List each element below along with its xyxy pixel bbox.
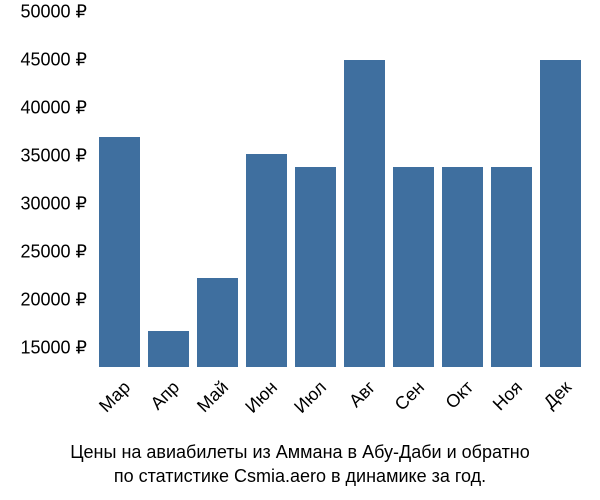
x-tick-label: Июн (241, 377, 282, 418)
y-tick-label: 20000 ₽ (20, 289, 95, 310)
bar (540, 60, 580, 367)
price-chart: 15000 ₽ 20000 ₽ 25000 ₽ 30000 ₽ 35000 ₽ 40000… (0, 0, 600, 500)
x-tick-label: Окт (441, 377, 477, 413)
y-tick-label: 35000 ₽ (20, 145, 95, 166)
y-tick-label: 45000 ₽ (20, 49, 95, 70)
bar (393, 167, 433, 367)
caption-line-1: Цены на авиабилеты из Аммана в Абу-Даби … (70, 442, 530, 462)
x-tick-label: Мар (95, 377, 135, 417)
x-tick-label: Ноя (488, 377, 526, 415)
x-tick-label: Авг (345, 377, 380, 412)
y-tick-label: 50000 ₽ (20, 2, 95, 23)
y-tick-label: 15000 ₽ (20, 337, 95, 358)
y-tick-label: 40000 ₽ (20, 97, 95, 118)
bar (295, 167, 335, 367)
caption-line-2: по статистике Csmia.aero в динамике за г… (114, 466, 486, 486)
y-tick-label: 30000 ₽ (20, 193, 95, 214)
x-tick-label: Сен (390, 377, 428, 415)
bar (246, 154, 286, 367)
bar (344, 60, 384, 367)
bar (99, 137, 139, 367)
bar (148, 331, 188, 367)
bar (491, 167, 531, 367)
x-tick-label: Май (193, 377, 233, 417)
bar (197, 278, 237, 367)
x-tick-label: Дек (539, 377, 575, 413)
chart-caption: Цены на авиабилеты из Аммана в Абу-Даби … (0, 440, 600, 489)
bar (442, 167, 482, 367)
x-tick-label: Июл (290, 377, 331, 418)
plot-area: 15000 ₽20000 ₽25000 ₽30000 ₽35000 ₽40000… (95, 12, 585, 367)
x-tick-label: Апр (146, 377, 183, 414)
y-tick-label: 25000 ₽ (20, 241, 95, 262)
